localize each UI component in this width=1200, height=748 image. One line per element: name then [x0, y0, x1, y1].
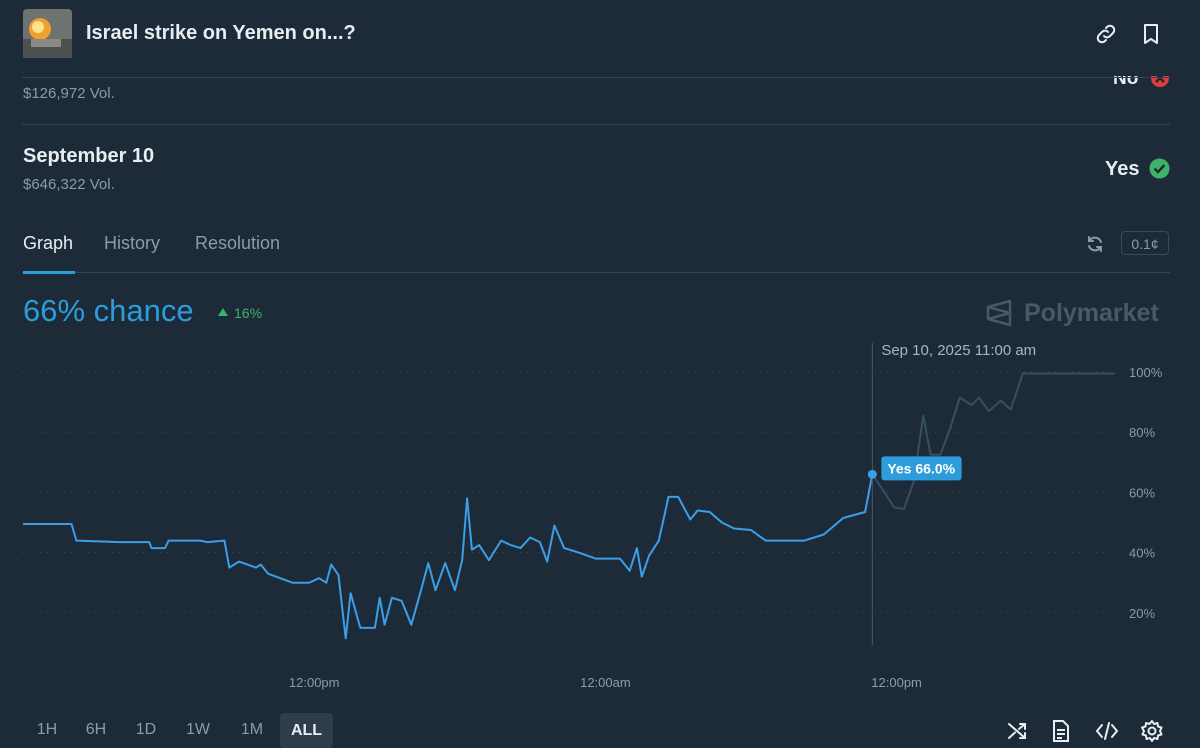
yes-icon [1149, 158, 1170, 179]
shuffle-button[interactable] [1006, 720, 1028, 742]
market-name[interactable]: September 10 [23, 145, 155, 167]
volume: $126,972 Vol. [23, 85, 115, 102]
range-button[interactable]: 6H [85, 721, 107, 738]
tab-underline [23, 271, 75, 274]
up-arrow [218, 308, 228, 316]
brand: Polymarket [1024, 299, 1159, 327]
x-tick-label: 12:00pm [289, 675, 340, 690]
volume: $646,322 Vol. [23, 176, 115, 193]
brand-logo [986, 299, 1012, 327]
x-tick-label: 12:00am [580, 675, 631, 690]
separator [22, 77, 1170, 78]
y-tick-label: 40% [1129, 546, 1155, 561]
line-future [871, 372, 1115, 510]
hover-date: Sep 10, 2025 11:00 am [881, 342, 1036, 359]
range-button-active[interactable]: ALL [280, 713, 333, 748]
hover-dot [867, 469, 877, 479]
separator [22, 272, 1170, 273]
range-button[interactable]: 1H [36, 721, 58, 738]
header: Israel strike on Yemen on...? [0, 0, 1200, 76]
range-button[interactable]: 1D [135, 721, 157, 738]
embed-button[interactable] [1095, 720, 1119, 742]
precision-button[interactable]: 0.1¢ [1121, 231, 1169, 255]
hover-tooltip [881, 456, 962, 481]
tab[interactable]: Graph [23, 233, 74, 253]
line [23, 474, 874, 640]
thumbnail [23, 9, 72, 58]
range-button[interactable]: 1M [240, 721, 264, 738]
chance: 66% chance [23, 293, 194, 328]
tab[interactable]: Resolution [195, 233, 281, 253]
bookmark-button[interactable] [1140, 22, 1162, 46]
outcome: Yes [1105, 158, 1140, 180]
x-tick-label: 12:00pm [871, 675, 922, 690]
y-tick-label: 20% [1129, 606, 1155, 621]
y-tick-label: 100% [1129, 365, 1163, 380]
range-button[interactable]: 1W [186, 721, 210, 738]
hover-value: Yes 66.0% [887, 460, 955, 476]
settings-button[interactable] [1140, 719, 1164, 743]
tab[interactable]: History [104, 233, 161, 253]
separator [22, 124, 1170, 125]
link-button[interactable] [1094, 22, 1118, 46]
change: 16% [234, 305, 263, 321]
title: Israel strike on Yemen on...? [86, 22, 356, 44]
y-tick-label: 60% [1129, 485, 1155, 500]
document-button[interactable] [1051, 719, 1071, 743]
refresh-button[interactable] [1085, 234, 1105, 254]
y-tick-label: 80% [1129, 425, 1155, 440]
